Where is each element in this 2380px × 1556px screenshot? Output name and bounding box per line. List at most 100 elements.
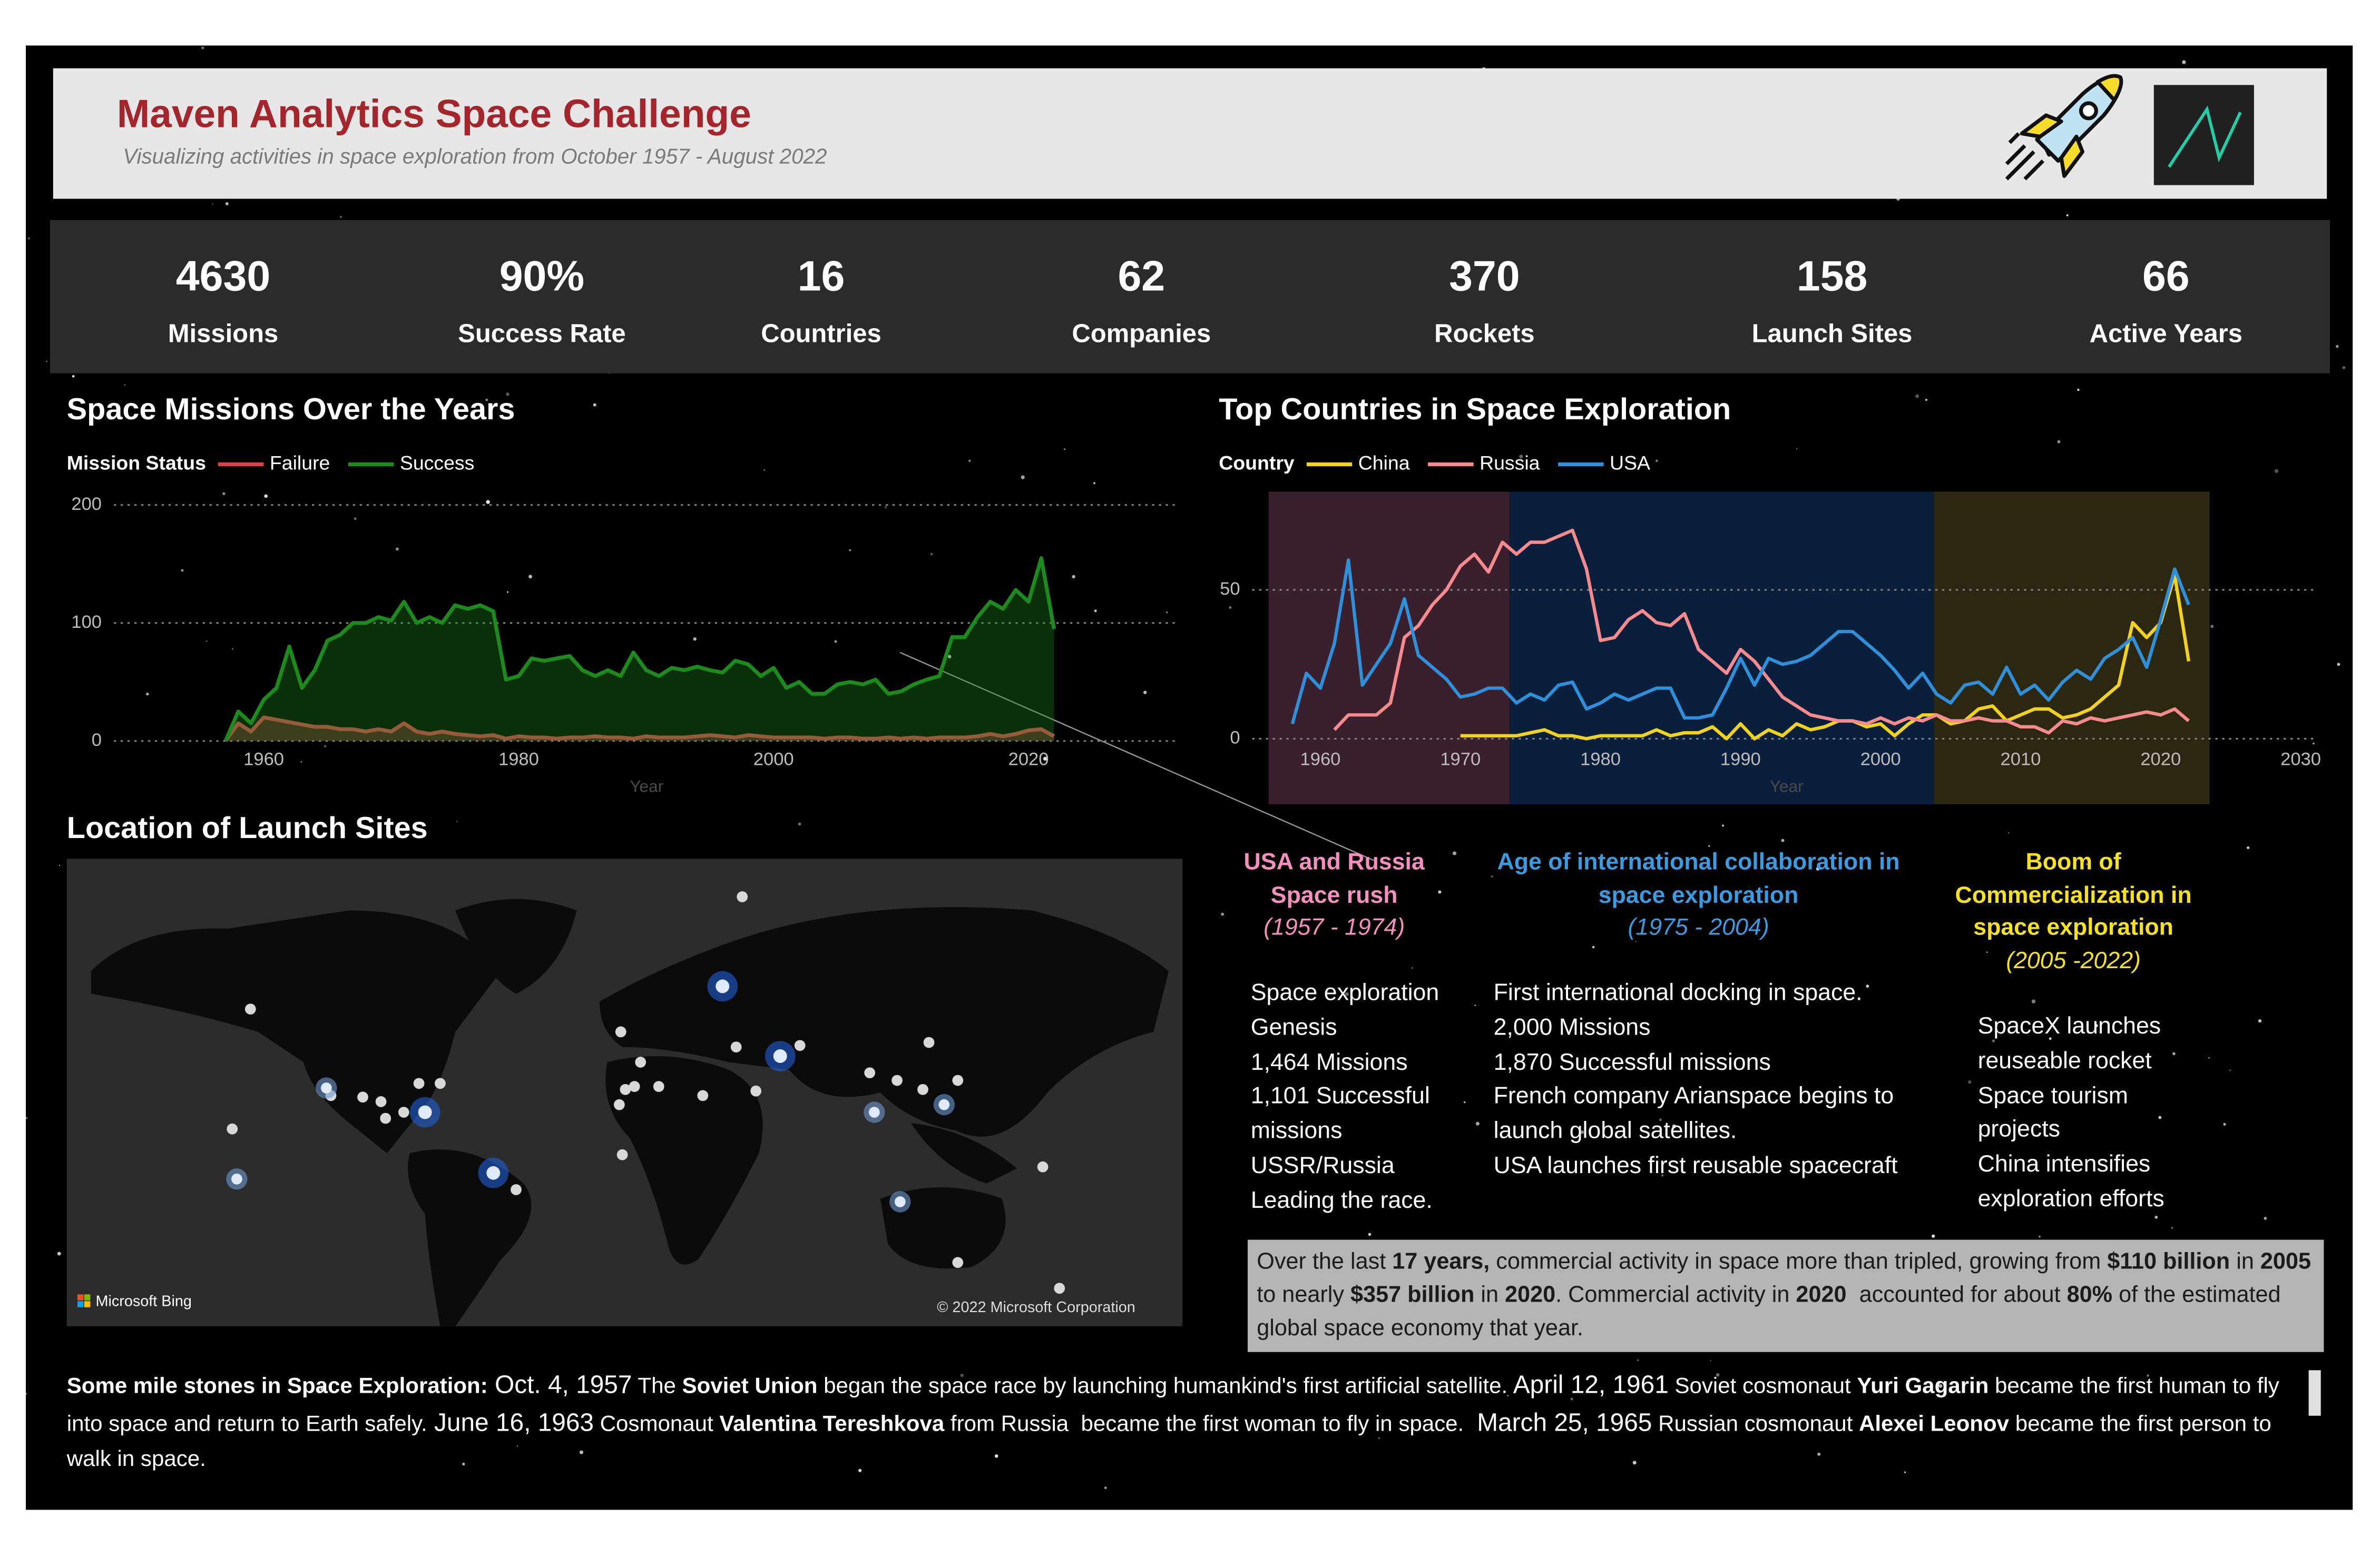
era-item: 2,000 Missions	[1493, 1015, 1651, 1041]
launch-sites	[226, 891, 1065, 1294]
star	[1412, 967, 1413, 969]
era-title: space exploration	[1973, 915, 2173, 942]
era-item: Space tourism projects	[1977, 1082, 2129, 1144]
star	[1968, 1080, 1972, 1084]
star	[1672, 1124, 1676, 1128]
map-title: Location of Launch Sites	[67, 811, 428, 845]
launch-site	[620, 1084, 631, 1095]
era-range: (1975 - 2004)	[1628, 915, 1769, 942]
star	[1345, 992, 1349, 996]
star	[1072, 575, 1075, 579]
star	[1756, 1418, 1759, 1421]
star	[1721, 824, 1725, 827]
star	[456, 821, 458, 822]
x-tick-label: 2020	[2140, 749, 2181, 769]
star	[146, 692, 149, 696]
kpi-value: 4630	[176, 252, 270, 300]
text-segment: commercial activity in space more than t…	[1490, 1248, 2108, 1275]
star	[1519, 455, 1523, 459]
star	[395, 547, 399, 551]
star	[516, 1445, 518, 1447]
x-tick-label: 1990	[1720, 749, 1761, 769]
star	[25, 1117, 28, 1119]
star	[1475, 1121, 1480, 1126]
legend-label: Russia	[1480, 451, 1540, 474]
x-tick-label: 1980	[1580, 749, 1621, 769]
star	[2095, 1024, 2098, 1028]
chart-title: Space Missions Over the Years	[67, 392, 515, 426]
series-line	[1290, 558, 2190, 725]
legend-label: China	[1358, 451, 1410, 474]
text-segment: 2005	[2260, 1248, 2312, 1275]
launch-site	[398, 1107, 409, 1118]
star	[72, 375, 75, 378]
star	[2182, 60, 2186, 64]
kpi-value: 158	[1797, 252, 1868, 300]
era-item: SpaceX launches reuseable rocket	[1977, 1013, 2161, 1074]
text-segment: in	[2230, 1248, 2260, 1275]
launch-site	[511, 1184, 522, 1195]
star	[462, 1462, 465, 1466]
era-band	[1509, 491, 1934, 804]
star	[300, 761, 302, 763]
star	[1817, 1452, 1821, 1456]
star	[2223, 1122, 2226, 1126]
star	[1708, 845, 1710, 847]
y-tick-label: 200	[71, 494, 102, 514]
era-heading: USA and Russia Space rush (1957 - 1974)	[1152, 846, 1516, 946]
star	[834, 640, 837, 643]
star	[2210, 625, 2214, 628]
era-item: 1,464 Missions	[1250, 1049, 1408, 1076]
era-item: 1,101 Successful missions	[1250, 1084, 1430, 1145]
era-items: SpaceX launches reuseable rocket Space to…	[1978, 1011, 2190, 1218]
text-segment: 2020	[1796, 1282, 1847, 1308]
era-band	[1934, 491, 2210, 804]
star	[593, 403, 596, 407]
star	[485, 398, 488, 401]
launch-site	[773, 1049, 787, 1063]
star	[1986, 951, 1988, 953]
launch-site	[380, 1112, 391, 1124]
text-segment: Some mile stones in Space Exploration:	[66, 1374, 488, 1400]
x-tick-label: 2010	[2001, 749, 2041, 769]
star	[798, 822, 801, 826]
launch-site	[938, 1099, 950, 1110]
star	[1635, 941, 1637, 942]
x-tick-label: 2000	[753, 749, 794, 769]
star	[2258, 1019, 2262, 1023]
launch-site	[716, 979, 730, 993]
launch-site	[794, 1040, 806, 1051]
star	[2077, 389, 2080, 391]
kpi-label: Success Rate	[458, 320, 626, 348]
star	[1992, 1039, 1995, 1042]
star	[1925, 399, 1928, 401]
text-segment: 80%	[2066, 1282, 2113, 1308]
star	[1464, 1101, 1466, 1104]
star	[1716, 1373, 1720, 1377]
star	[849, 549, 851, 552]
star	[1378, 1437, 1380, 1440]
series-line	[224, 715, 1055, 742]
star	[1793, 865, 1795, 868]
economy-note: Over the last 17 years, commercial activ…	[1247, 1239, 2324, 1352]
launch-site	[357, 1091, 368, 1103]
launch-site	[894, 1196, 906, 1207]
chart: Space Missions Over the Years Mission Sta…	[67, 392, 1177, 795]
star	[1166, 611, 1168, 614]
launch-site	[615, 1026, 626, 1038]
star	[1819, 1429, 1823, 1432]
text-segment: accounted for about	[1846, 1282, 2067, 1308]
text-segment: began the space race by launching humank…	[817, 1374, 1508, 1400]
star	[528, 575, 532, 579]
text-segment: Oct. 4, 1957	[487, 1370, 632, 1400]
text-segment: . Commercial activity in	[1555, 1282, 1796, 1308]
era-title: Commercialization in	[1955, 882, 2192, 909]
era-item: French company Arianspace begins to laun…	[1493, 1084, 1894, 1145]
star	[2088, 862, 2091, 865]
star	[2057, 440, 2061, 444]
star	[201, 46, 204, 50]
kpi-value: 62	[1118, 252, 1165, 300]
header-panel	[53, 68, 2327, 199]
